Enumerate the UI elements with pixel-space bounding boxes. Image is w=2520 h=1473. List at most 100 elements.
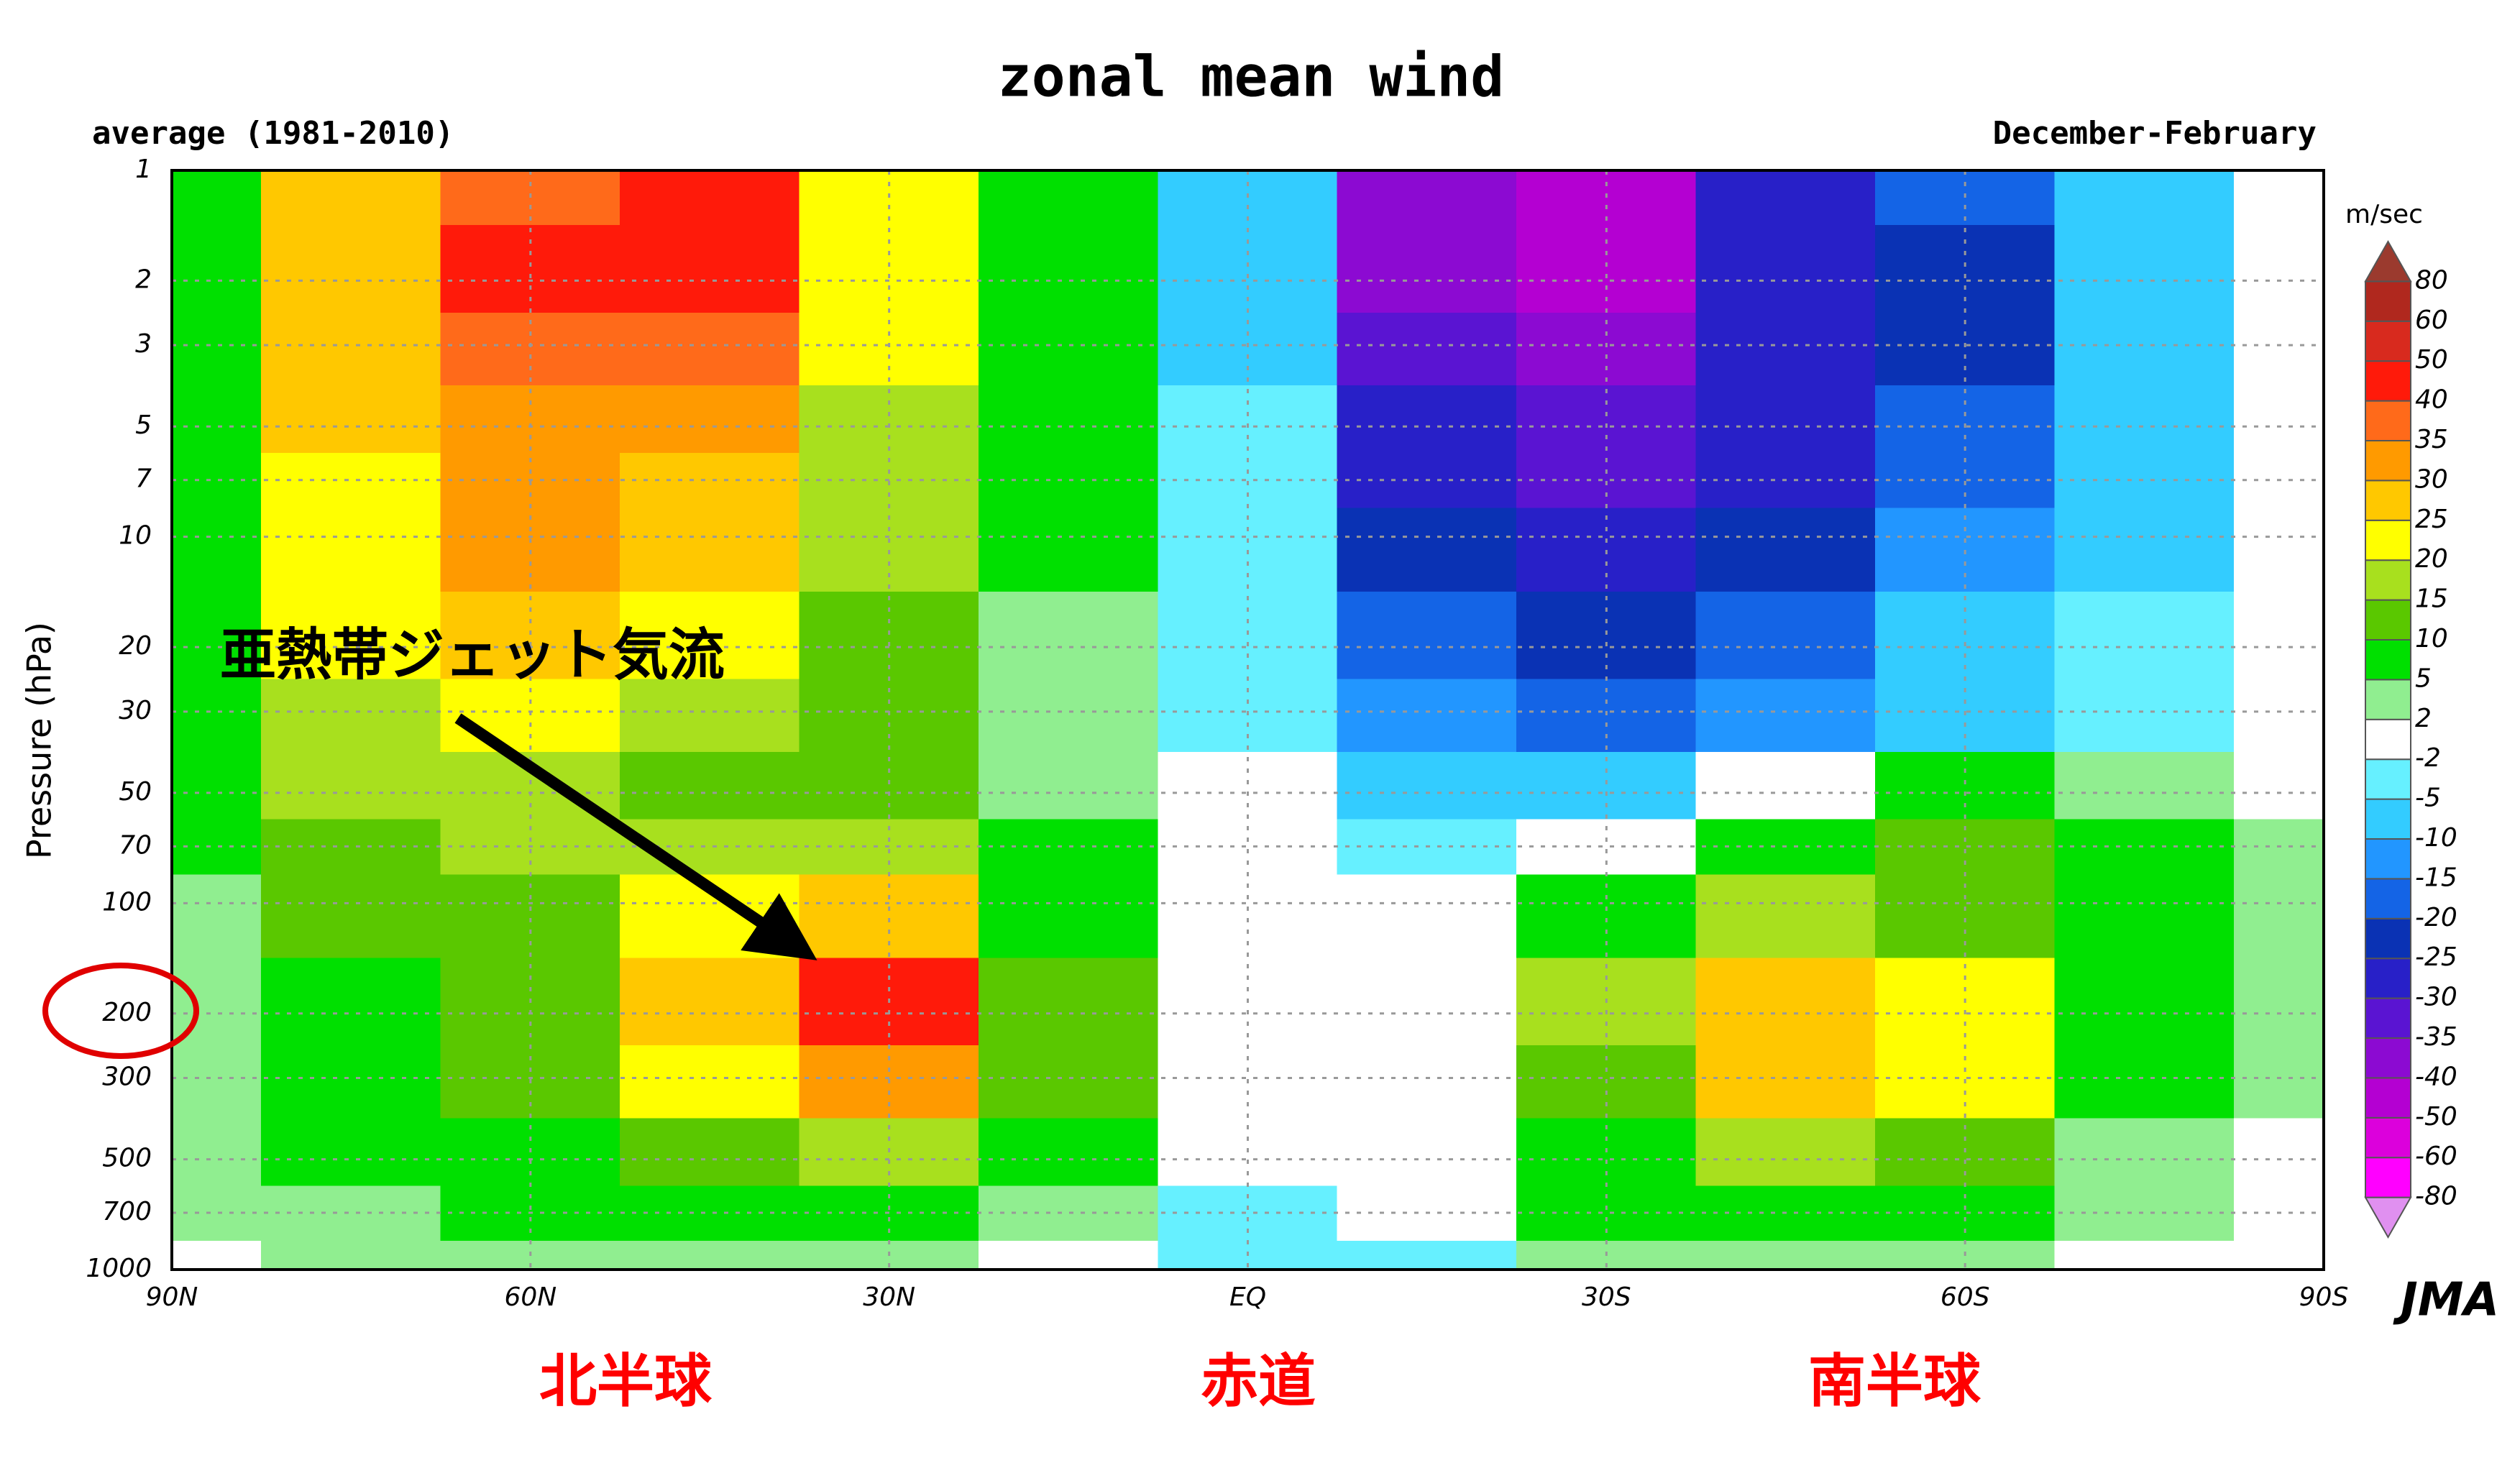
colorbar-tick-label: 40 bbox=[2415, 385, 2448, 415]
colorbar-tick-label: -50 bbox=[2415, 1102, 2457, 1132]
colorbar-tick-label: 50 bbox=[2415, 345, 2448, 375]
contour-cell bbox=[1695, 225, 1876, 313]
contour-cell bbox=[1695, 679, 1876, 753]
contour-field bbox=[171, 170, 2324, 1270]
y-tick-label: 1 bbox=[135, 155, 152, 184]
contour-cell bbox=[261, 452, 441, 509]
y-tick-label: 700 bbox=[102, 1197, 152, 1226]
contour-cell bbox=[620, 385, 800, 454]
contour-cell bbox=[2054, 312, 2235, 387]
colorbar-bin bbox=[2365, 400, 2411, 441]
contour-cell bbox=[171, 874, 262, 959]
contour-cell bbox=[1337, 312, 1518, 387]
contour-cell bbox=[978, 1118, 1159, 1187]
colorbar-tick-label: -80 bbox=[2415, 1182, 2457, 1211]
contour-cell bbox=[2233, 1045, 2324, 1119]
colorbar-bin bbox=[2365, 1077, 2411, 1119]
contour-cell bbox=[978, 874, 1159, 959]
contour-cell bbox=[2233, 751, 2324, 820]
colorbar-tick-label: -35 bbox=[2415, 1022, 2457, 1052]
region-label: 北半球 bbox=[539, 1348, 713, 1415]
contour-cell bbox=[1695, 751, 1876, 820]
contour-cell bbox=[1516, 385, 1697, 454]
contour-cell bbox=[1516, 591, 1697, 680]
contour-cell bbox=[1695, 874, 1876, 959]
contour-cell bbox=[2233, 508, 2324, 592]
contour-cell bbox=[1695, 958, 1876, 1047]
colorbar-bin bbox=[2365, 559, 2411, 601]
colorbar-bin bbox=[2365, 320, 2411, 362]
contour-cell bbox=[1337, 591, 1518, 680]
contour-cell bbox=[261, 225, 441, 313]
contour-cell bbox=[620, 1241, 800, 1270]
contour-cell bbox=[1337, 874, 1518, 959]
contour-cell bbox=[261, 1185, 441, 1242]
colorbar-arrow bbox=[2364, 1196, 2412, 1239]
contour-cell bbox=[1874, 385, 2056, 454]
colorbar-tick-label: -5 bbox=[2415, 784, 2441, 813]
contour-cell bbox=[978, 1045, 1159, 1119]
contour-cell bbox=[620, 958, 800, 1047]
region-label: 南半球 bbox=[1808, 1348, 1981, 1415]
contour-cell bbox=[2233, 958, 2324, 1047]
contour-cell bbox=[978, 452, 1159, 509]
contour-cell bbox=[261, 312, 441, 387]
contour-cell bbox=[171, 751, 262, 820]
chart-title: zonal mean wind bbox=[998, 45, 1504, 109]
contour-cell bbox=[799, 312, 979, 387]
contour-cell bbox=[978, 679, 1159, 753]
contour-cell bbox=[1695, 591, 1876, 680]
colorbar-bin bbox=[2365, 639, 2411, 681]
colorbar-tick-label: -60 bbox=[2415, 1142, 2457, 1171]
contour-cell bbox=[171, 1045, 262, 1119]
contour-cell bbox=[1337, 385, 1518, 454]
contour-cell bbox=[261, 819, 441, 876]
colorbar-bin bbox=[2365, 1157, 2411, 1198]
contour-cell bbox=[978, 1185, 1159, 1242]
contour-cell bbox=[620, 312, 800, 387]
contour-cell bbox=[1337, 1118, 1518, 1187]
contour-cell bbox=[1695, 1045, 1876, 1119]
contour-cell bbox=[171, 170, 262, 226]
y-tick-label: 300 bbox=[102, 1063, 152, 1092]
y-tick-label: 20 bbox=[119, 631, 152, 661]
contour-cell bbox=[1337, 508, 1518, 592]
contour-cell bbox=[1158, 751, 1338, 820]
contour-cell bbox=[978, 591, 1159, 680]
x-tick-label: 60S bbox=[1941, 1282, 1990, 1312]
contour-cell bbox=[978, 170, 1159, 226]
contour-cell bbox=[1516, 312, 1697, 387]
grid bbox=[170, 169, 2325, 1271]
contour-cell bbox=[261, 170, 441, 226]
contour-cell bbox=[261, 508, 441, 592]
contour-cell bbox=[1337, 958, 1518, 1047]
y-tick-label: 30 bbox=[119, 696, 152, 725]
contour-cell bbox=[261, 1045, 441, 1119]
colorbar-bin bbox=[2365, 519, 2411, 561]
contour-cell bbox=[1695, 1241, 1876, 1270]
contour-cell bbox=[2233, 385, 2324, 454]
contour-cell bbox=[978, 751, 1159, 820]
y-tick-label: 5 bbox=[135, 410, 152, 440]
contour-cell bbox=[620, 452, 800, 509]
contour-cell bbox=[2233, 591, 2324, 680]
colorbar-bin bbox=[2365, 718, 2411, 761]
colorbar-bin bbox=[2365, 997, 2411, 1039]
colorbar-tick-label: 5 bbox=[2415, 664, 2432, 693]
y-axis-label: Pressure (hPa) bbox=[20, 622, 59, 859]
colorbar-tick-label: -25 bbox=[2415, 942, 2457, 972]
colorbar-tick-label: 80 bbox=[2415, 265, 2448, 295]
colorbar-bin bbox=[2365, 280, 2411, 322]
contour-cell bbox=[620, 751, 800, 820]
contour-cell bbox=[620, 225, 800, 313]
contour-cell bbox=[799, 591, 979, 680]
colorbar-tick-label: 30 bbox=[2415, 464, 2448, 494]
contour-cell bbox=[2233, 1118, 2324, 1187]
contour-cell bbox=[799, 385, 979, 454]
colorbar-bin bbox=[2365, 758, 2411, 800]
contour-cell bbox=[261, 679, 441, 753]
colorbar-bin bbox=[2365, 878, 2411, 919]
contour-cell bbox=[2054, 1118, 2235, 1187]
contour-cell bbox=[1337, 1241, 1518, 1270]
colorbar-tick-label: -20 bbox=[2415, 903, 2457, 932]
